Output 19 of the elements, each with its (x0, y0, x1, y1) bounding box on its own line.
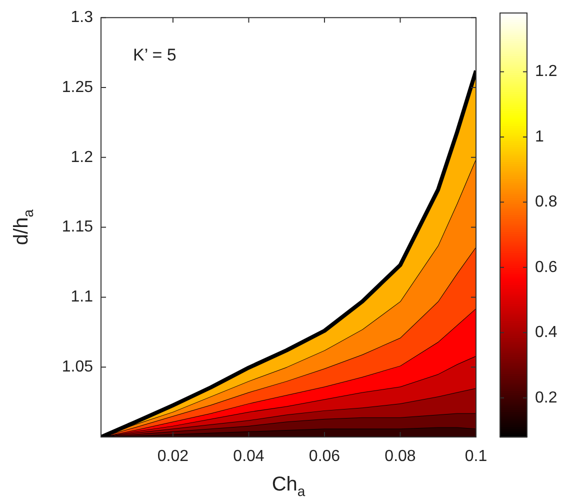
color-bar-label: 0.8 (535, 194, 558, 211)
y-tick-label: 1.25 (62, 78, 94, 96)
y-tick-label: 1.05 (62, 358, 94, 376)
x-tick-label: 0.02 (157, 448, 189, 466)
color-bar-label: 1 (535, 128, 544, 146)
y-tick-label: 1.1 (70, 288, 94, 306)
y-axis-title: d/ha (10, 209, 36, 246)
color-bar-label: 0.6 (535, 258, 558, 276)
x-tick-label: 0.04 (233, 448, 264, 466)
y-tick-label: 1.15 (62, 218, 94, 236)
y-tick-label: 1.2 (70, 148, 94, 166)
color-bar-label: 1.2 (535, 63, 558, 80)
color-bar-label: 0.4 (535, 324, 558, 342)
color-bar-label: 0.2 (535, 389, 558, 406)
x-tick-label: 0.1 (464, 448, 488, 466)
annotation: K’ = 5 (133, 45, 176, 64)
x-tick-label: 0.08 (384, 448, 416, 466)
x-tick-label: 0.06 (308, 448, 340, 466)
y-tick-label: 1.3 (70, 9, 94, 26)
